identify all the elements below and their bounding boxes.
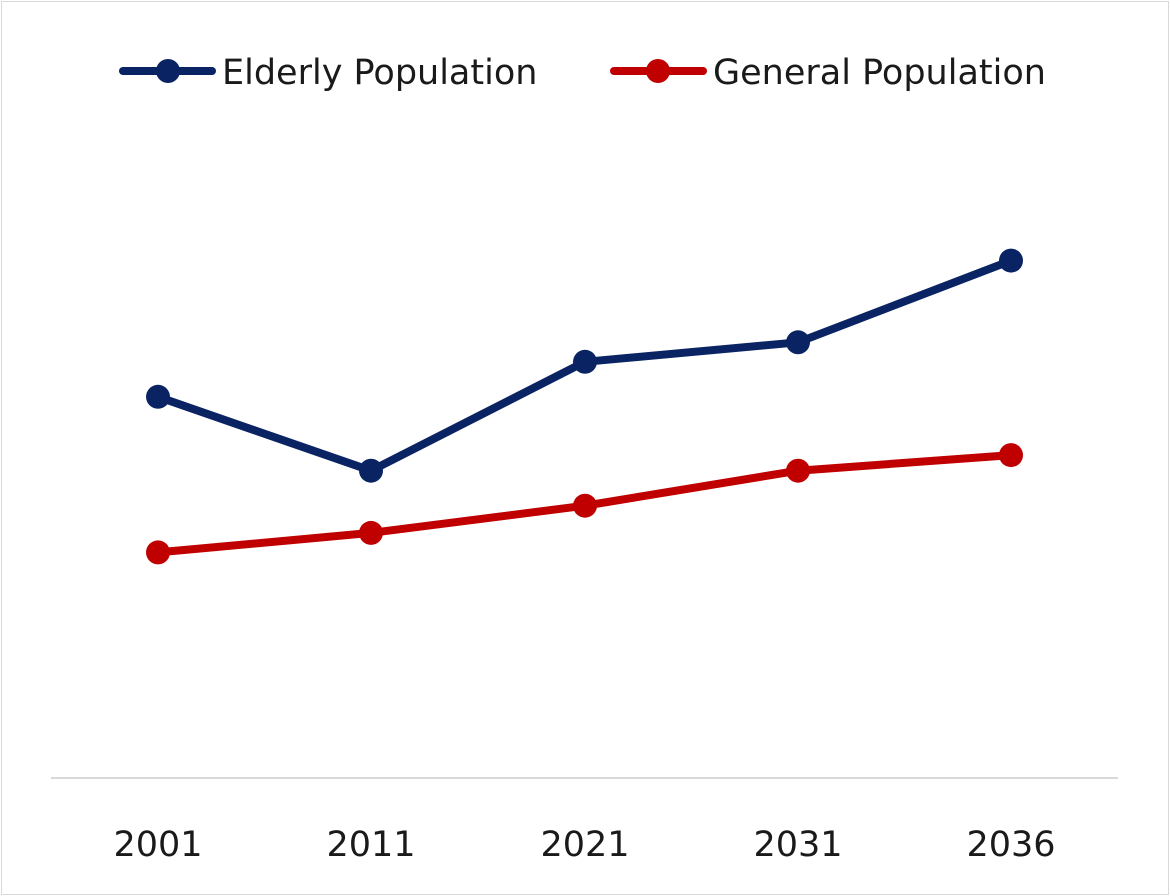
data-point-elderly[interactable]	[573, 349, 597, 374]
legend-label-general: General Population	[713, 53, 1046, 93]
data-point-general[interactable]	[359, 520, 383, 545]
legend-item-elderly[interactable]: Elderly Population	[119, 53, 537, 93]
legend-marker-general	[646, 59, 670, 83]
x-tick-label: 2001	[113, 825, 202, 865]
data-point-general[interactable]	[999, 443, 1023, 468]
series-general	[146, 443, 1023, 565]
data-point-elderly[interactable]	[359, 458, 383, 483]
legend: Elderly Population General Population	[119, 53, 1046, 93]
legend-marker-elderly	[156, 59, 180, 83]
data-point-general[interactable]	[146, 540, 170, 565]
plot-area	[146, 248, 1023, 565]
x-axis-ticks: 2001 2011 2021 2031 2036	[113, 825, 1055, 865]
legend-item-general[interactable]: General Population	[610, 53, 1046, 93]
x-tick-label: 2021	[540, 825, 629, 865]
legend-label-elderly: Elderly Population	[222, 53, 537, 93]
x-tick-label: 2036	[966, 825, 1055, 865]
data-point-general[interactable]	[573, 493, 597, 518]
data-point-general[interactable]	[786, 458, 810, 483]
series-elderly	[146, 248, 1023, 483]
x-tick-label: 2031	[753, 825, 842, 865]
data-point-elderly[interactable]	[786, 330, 810, 355]
data-point-elderly[interactable]	[146, 384, 170, 409]
data-point-elderly[interactable]	[999, 248, 1023, 273]
x-tick-label: 2011	[326, 825, 415, 865]
